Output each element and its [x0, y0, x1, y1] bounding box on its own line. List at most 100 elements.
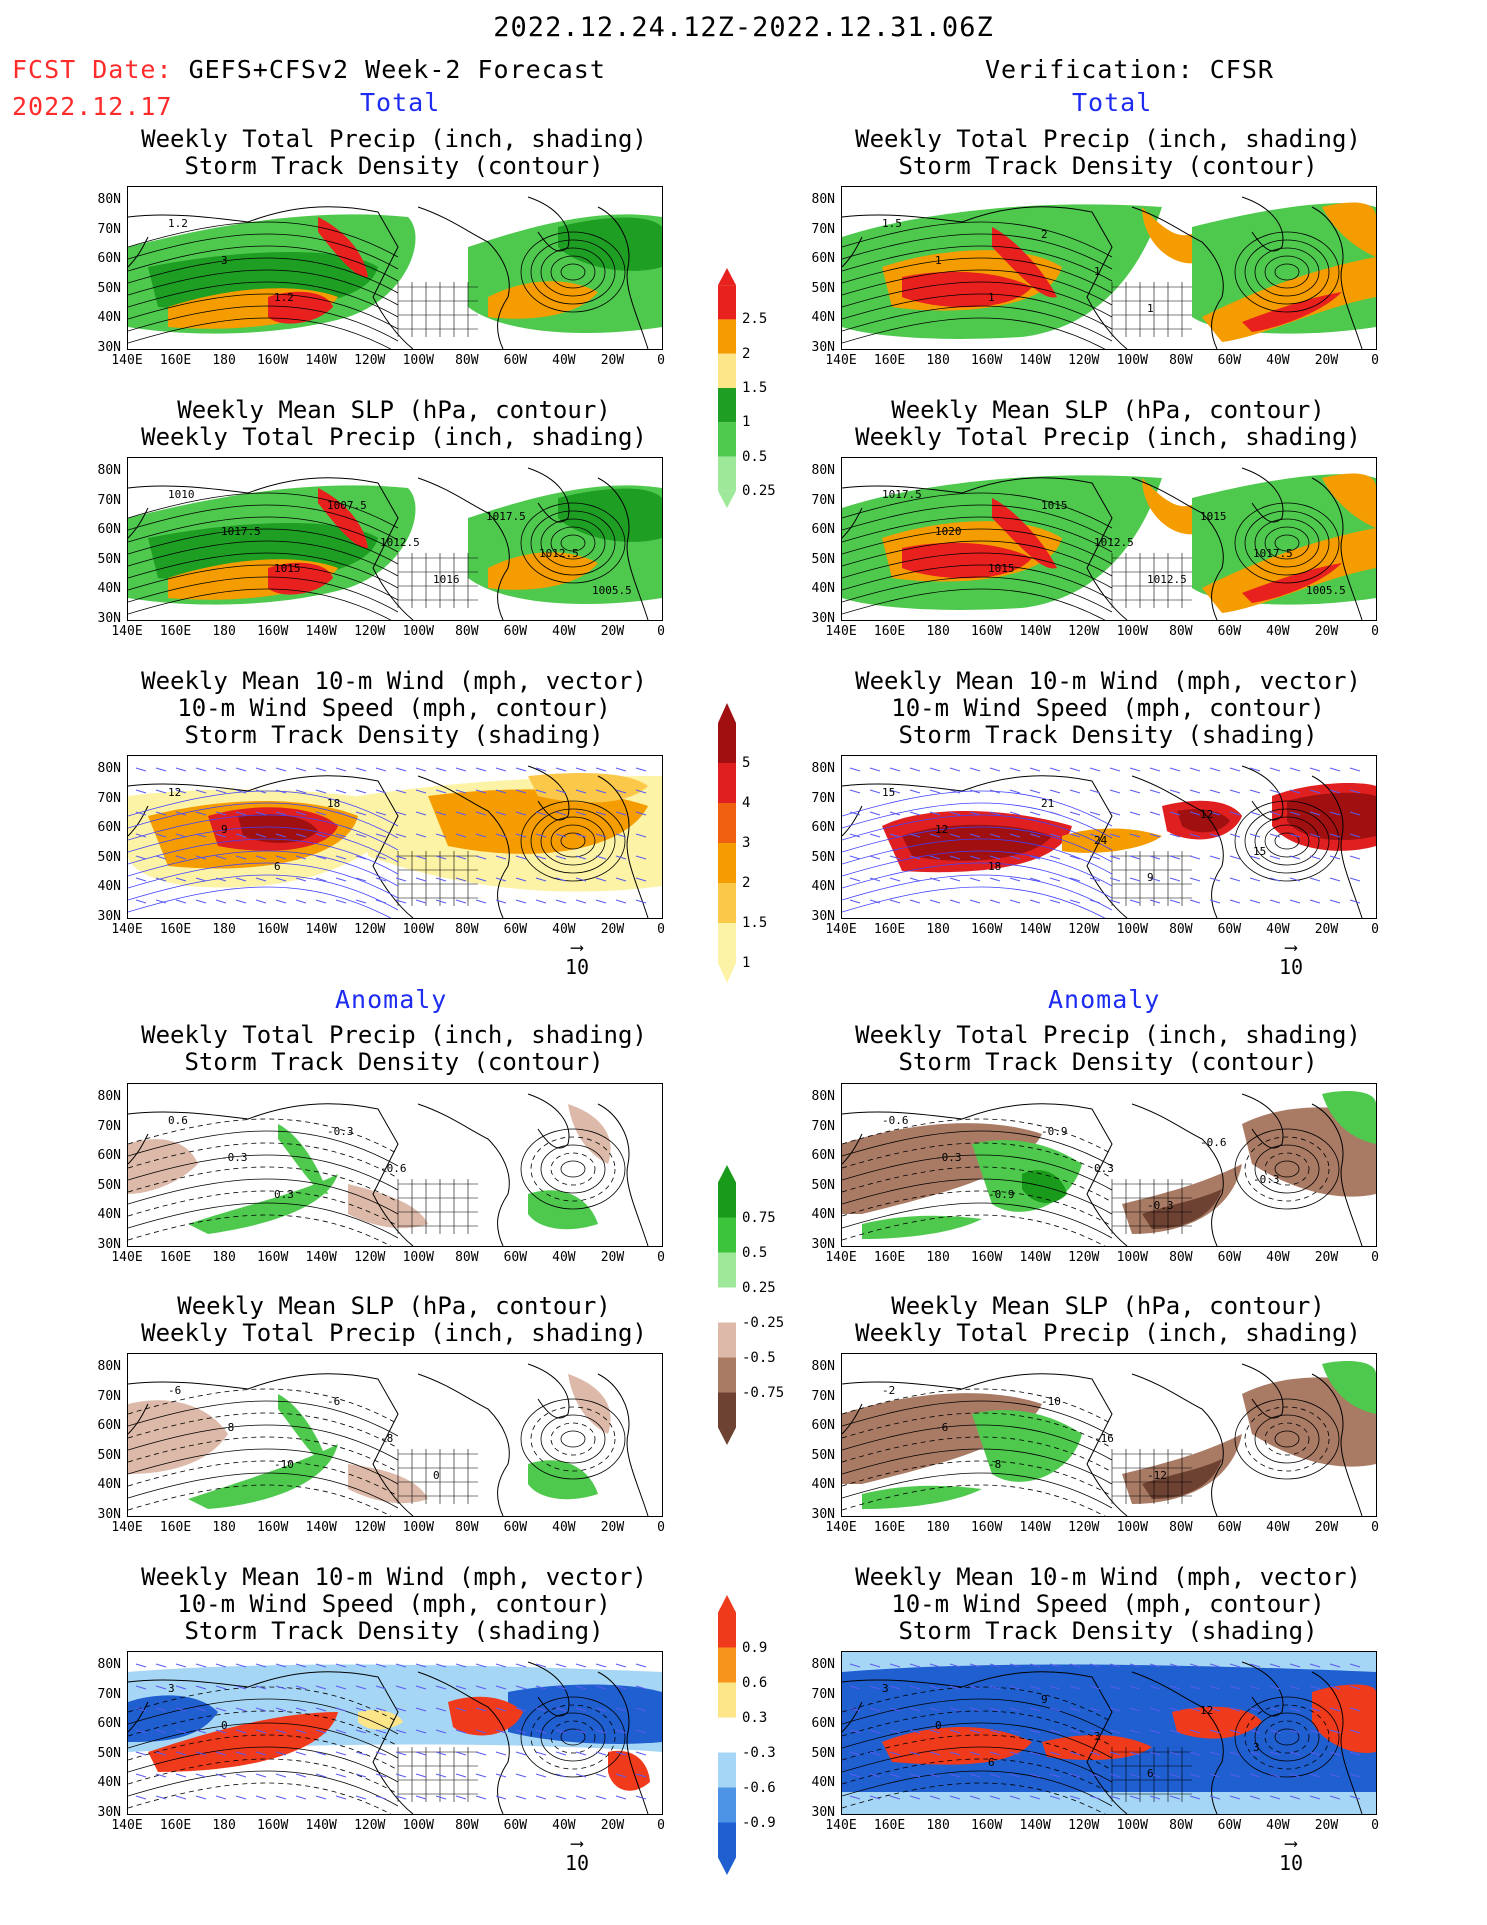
contour-label: 0 [935, 1719, 942, 1732]
wind-vector [849, 833, 861, 838]
wind-vector [515, 855, 527, 860]
contour-label: 1012.5 [1147, 573, 1187, 586]
contour-label: 0.6 [168, 1114, 188, 1127]
wind-vector [375, 1773, 387, 1778]
wind-vector [1349, 789, 1361, 794]
shading-region [972, 1410, 1082, 1482]
wind-vector [1169, 833, 1181, 838]
wind-vector [849, 877, 861, 882]
wind-vector [869, 1773, 881, 1778]
wind-vector [335, 1685, 347, 1690]
wind-vector [1269, 789, 1281, 794]
contour-line [540, 518, 606, 568]
panel-title-line: Weekly Total Precip (inch, shading) [855, 423, 1361, 451]
coastline [1131, 1103, 1224, 1246]
contour-label: 1016 [433, 573, 460, 586]
contour-line [842, 1214, 1106, 1246]
lat-label: 40N [811, 879, 835, 894]
wind-vector [1089, 1751, 1101, 1756]
lat-label: 70N [97, 790, 121, 806]
contour-line [560, 534, 586, 552]
wind-vector [635, 1707, 647, 1712]
wind-vector [535, 1663, 547, 1668]
wind-vector [1049, 789, 1061, 794]
wind-vector [969, 1751, 981, 1756]
wind-vector [969, 1729, 981, 1734]
lon-label: 140W [305, 1818, 337, 1833]
wind-vector [535, 833, 547, 838]
contour-label: -0.3 [327, 1125, 354, 1138]
contour-line [128, 1746, 399, 1783]
lon-label: 40W [1266, 1818, 1290, 1833]
wind-vector [215, 1729, 227, 1734]
wind-vector [215, 1685, 227, 1690]
wind-vector [1289, 833, 1301, 838]
wind-vector [1349, 855, 1361, 860]
shading-region [902, 824, 1052, 861]
colorbar-cap [718, 1857, 736, 1875]
wind-vector [595, 789, 607, 794]
wind-vector [635, 855, 647, 860]
wind-vector [295, 1729, 307, 1734]
wind-vector [969, 1795, 981, 1800]
contour-line [842, 1460, 1113, 1497]
lat-label: 80N [811, 192, 835, 207]
wind-vector [1169, 767, 1181, 772]
lat-label: 80N [97, 463, 121, 478]
lon-label: 20W [1314, 624, 1339, 639]
contour-line [530, 239, 616, 305]
wind-vector [1309, 767, 1321, 772]
contour-line [1264, 1152, 1310, 1186]
lon-label: 120W [1068, 922, 1100, 937]
wind-vector [1189, 1751, 1201, 1756]
contour-line [842, 233, 1113, 270]
wind-vector [849, 1751, 861, 1756]
wind-vector [135, 877, 147, 882]
wind-vector [909, 877, 921, 882]
colorbar-segment [718, 1217, 736, 1253]
wind-vector [989, 1795, 1001, 1800]
wind-vector [1149, 1707, 1161, 1712]
colorbar-precip_total: 2.5 2 1.5 1 0.5 0.25 [716, 268, 786, 508]
lat-label: 50N [811, 1745, 835, 1761]
contour-line [540, 1414, 606, 1464]
lon-label: 60W [503, 624, 528, 639]
wind-vector [155, 1773, 167, 1778]
contour-line [842, 504, 1113, 541]
wind-vector [1229, 1663, 1241, 1668]
lon-label: 0 [657, 1520, 665, 1535]
coastline [842, 775, 1128, 918]
lat-label: 50N [97, 280, 121, 296]
lon-label: 20W [600, 922, 625, 937]
wind-vector [395, 877, 407, 882]
wind-vector [235, 899, 247, 904]
lat-label: 50N [97, 1177, 121, 1193]
wind-vector [1029, 811, 1041, 816]
fcst-total_wind-title: Weekly Mean 10-m Wind (mph, vector) 10-m … [107, 668, 681, 749]
lon-label: 180 [926, 624, 950, 639]
lon-label: 0 [657, 1250, 665, 1265]
wind-vector [135, 1751, 147, 1756]
colorbar-label: -0.25 [742, 1314, 785, 1331]
wind-vector [1009, 789, 1021, 794]
coastline [128, 1403, 149, 1435]
wind-vector [1229, 877, 1241, 882]
wind-vector [495, 1773, 507, 1778]
wind-vector [555, 833, 567, 838]
wind-vector [175, 877, 187, 882]
colorbar-label: 1.5 [742, 915, 768, 931]
wind-vector [615, 1773, 627, 1778]
vector-scale: ⟶ 10 [547, 939, 607, 980]
colorbar-segment [718, 1822, 736, 1858]
vector-scale: ⟶ 10 [1261, 939, 1321, 980]
contour-line [128, 564, 399, 601]
wind-vector [275, 1707, 287, 1712]
wind-vector [1329, 767, 1341, 772]
wind-vector [1169, 899, 1181, 904]
wind-vector [1189, 1663, 1201, 1668]
shading-region [128, 1139, 198, 1194]
map-canvas: 15 12 18 21 24 9 12 15 [842, 765, 1376, 918]
wind-vector [275, 899, 287, 904]
contour-line [540, 247, 606, 297]
wind-vector [375, 1751, 387, 1756]
